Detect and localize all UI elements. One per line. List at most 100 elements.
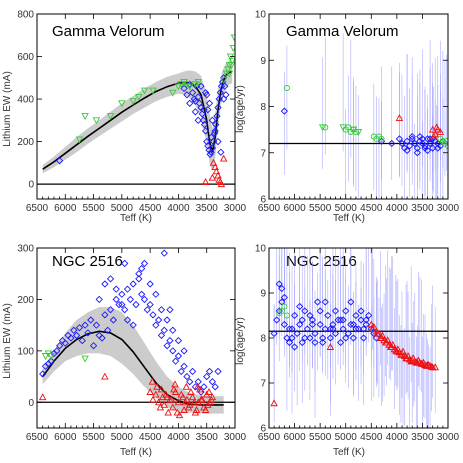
data-point-diamond — [357, 316, 365, 324]
data-point-diamond — [55, 342, 64, 350]
x-tick-label: 4500 — [139, 432, 162, 443]
plot-area — [37, 249, 235, 419]
data-point-triangle-down — [230, 34, 235, 42]
x-tick-label: 5500 — [82, 432, 105, 443]
data-point-diamond — [138, 290, 146, 298]
data-point-diamond — [275, 280, 283, 288]
data-point-triangle-down — [177, 81, 186, 89]
data-point-triangle-up — [409, 354, 417, 362]
x-tick-label: 4000 — [167, 203, 190, 214]
y-tick-label: 8 — [260, 334, 266, 345]
x-tick-label: 5000 — [335, 203, 358, 214]
y-tick-label: 300 — [17, 244, 34, 255]
data-point-diamond — [140, 295, 149, 304]
data-point-triangle-up — [190, 398, 199, 406]
x-tick-label: 3000 — [224, 432, 247, 443]
data-point-diamond — [354, 325, 363, 333]
data-point-diamond — [331, 307, 340, 315]
x-tick-label: 5500 — [309, 432, 332, 443]
data-point-diamond — [280, 320, 288, 329]
data-point-diamond — [418, 135, 427, 143]
data-point-triangle-up — [181, 398, 189, 406]
data-point-diamond — [121, 306, 129, 314]
data-point-diamond — [217, 148, 225, 156]
data-point-diamond — [423, 135, 432, 143]
y-tick-label: 600 — [17, 52, 34, 63]
x-axis-label: Teff (K) — [120, 447, 152, 458]
data-point-diamond — [166, 306, 174, 314]
data-point-diamond — [349, 320, 358, 329]
data-point-diamond — [359, 334, 368, 342]
data-point-diamond — [306, 334, 314, 342]
data-point-diamond — [174, 352, 183, 360]
y-tick-label: 0 — [28, 398, 34, 409]
data-point-triangle-up — [422, 361, 431, 369]
data-point-triangle-up — [201, 406, 210, 413]
data-point-diamond — [186, 99, 194, 107]
data-point-diamond — [352, 311, 360, 320]
data-point-triangle-down — [185, 83, 194, 91]
data-point-diamond — [290, 343, 299, 351]
data-point-diamond — [53, 347, 61, 355]
data-point-diamond — [429, 144, 437, 152]
y-tick-label: 200 — [17, 137, 34, 148]
data-point-diamond — [206, 150, 214, 158]
plot-area — [37, 34, 235, 188]
y-tick-label: 10 — [255, 10, 267, 21]
data-point-diamond — [336, 338, 345, 347]
data-point-diamond — [207, 133, 215, 141]
plot-frame — [36, 13, 236, 200]
y-tick-label: 7 — [260, 148, 266, 159]
data-point-diamond — [112, 295, 120, 304]
data-point-triangle-down — [354, 128, 363, 136]
data-point-diamond — [78, 336, 86, 345]
data-point-diamond — [104, 326, 112, 334]
y-tick-label: 9 — [260, 289, 266, 300]
data-point-triangle-up — [173, 408, 182, 416]
data-point-diamond — [207, 148, 215, 156]
data-point-diamond — [115, 300, 123, 309]
x-tick-label: 6000 — [283, 432, 306, 443]
data-point-triangle-up — [167, 395, 176, 403]
x-axis-label: Teff (K) — [333, 213, 365, 224]
x-tick-label: 5000 — [111, 432, 134, 443]
data-point-triangle-up — [187, 388, 195, 395]
data-point-diamond — [429, 135, 437, 143]
data-point-diamond — [204, 106, 212, 114]
plot-frame — [36, 247, 236, 429]
y-tick-label: 0 — [28, 180, 34, 191]
data-point-diamond — [301, 307, 309, 315]
data-point-triangle-down — [129, 98, 137, 106]
data-point-diamond — [423, 146, 432, 155]
data-point-diamond — [285, 325, 294, 333]
data-point-diamond — [208, 116, 217, 124]
data-point-diamond — [194, 378, 202, 386]
x-tick-label: 6000 — [283, 203, 306, 214]
data-point-diamond — [214, 137, 222, 146]
data-point-triangle-up — [399, 347, 407, 355]
data-point-triangle-up — [162, 390, 170, 398]
data-point-triangle-up — [153, 382, 161, 390]
data-point-diamond — [87, 316, 95, 324]
data-point-triangle-down — [339, 124, 347, 132]
x-tick-label: 5500 — [309, 203, 332, 214]
panel-gamma-vel-lithium: Gamma Velorum Teff (K) Lithium EW (mA) 6… — [2, 10, 247, 225]
data-point-diamond — [311, 329, 319, 338]
data-point-diamond — [197, 82, 205, 90]
data-point-diamond — [321, 298, 329, 306]
data-point-diamond — [186, 80, 194, 88]
data-point-diamond — [140, 259, 149, 268]
data-point-diamond — [214, 367, 222, 376]
data-point-diamond — [188, 367, 197, 376]
data-point-diamond — [213, 112, 221, 120]
data-point-triangle-down — [106, 113, 115, 121]
data-point-triangle-up — [219, 154, 228, 162]
data-point-triangle-up — [169, 403, 177, 411]
data-point-triangle-up — [204, 400, 212, 408]
data-point-triangle-down — [227, 62, 235, 69]
data-point-diamond — [270, 329, 278, 338]
data-point-diamond — [67, 334, 75, 342]
x-tick-label: 4000 — [386, 203, 409, 214]
data-point-triangle-up — [397, 351, 405, 359]
